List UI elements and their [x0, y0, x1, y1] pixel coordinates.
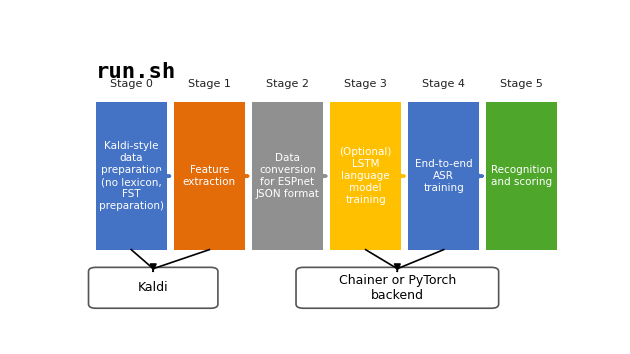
FancyBboxPatch shape	[486, 102, 558, 250]
Text: Chainer or PyTorch
backend: Chainer or PyTorch backend	[339, 274, 456, 302]
FancyBboxPatch shape	[330, 102, 401, 250]
Text: Feature
extraction: Feature extraction	[183, 165, 236, 187]
Text: Kaldi: Kaldi	[138, 281, 168, 294]
FancyBboxPatch shape	[88, 267, 218, 308]
Text: Stage 0: Stage 0	[110, 79, 152, 89]
Text: Stage 5: Stage 5	[500, 79, 543, 89]
Text: run.sh: run.sh	[96, 62, 176, 81]
Text: End-to-end
ASR
training: End-to-end ASR training	[415, 159, 472, 193]
Text: Recognition
and scoring: Recognition and scoring	[491, 165, 553, 187]
FancyBboxPatch shape	[96, 102, 166, 250]
Text: (Optional)
LSTM
language
model
training: (Optional) LSTM language model training	[340, 147, 392, 205]
FancyBboxPatch shape	[174, 102, 244, 250]
FancyBboxPatch shape	[296, 267, 499, 308]
Text: Kaldi-style
data
preparation
(no lexicon,
FST
preparation): Kaldi-style data preparation (no lexicon…	[99, 141, 164, 211]
Text: Stage 3: Stage 3	[344, 79, 387, 89]
Text: Data
conversion
for ESPnet
JSON format: Data conversion for ESPnet JSON format	[256, 153, 319, 199]
Text: Stage 1: Stage 1	[188, 79, 231, 89]
FancyBboxPatch shape	[74, 40, 572, 318]
FancyBboxPatch shape	[408, 102, 479, 250]
FancyBboxPatch shape	[252, 102, 323, 250]
Text: Stage 4: Stage 4	[422, 79, 465, 89]
Text: Stage 2: Stage 2	[266, 79, 309, 89]
